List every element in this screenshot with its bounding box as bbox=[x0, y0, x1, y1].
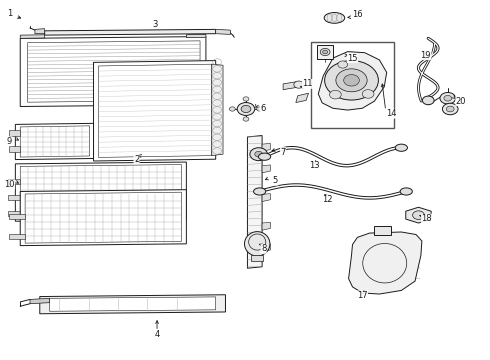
Circle shape bbox=[257, 107, 263, 111]
Polygon shape bbox=[262, 143, 270, 151]
Circle shape bbox=[444, 95, 452, 101]
Circle shape bbox=[243, 117, 249, 121]
Polygon shape bbox=[9, 234, 25, 239]
Circle shape bbox=[338, 61, 347, 68]
Polygon shape bbox=[9, 215, 25, 220]
Polygon shape bbox=[212, 64, 223, 156]
Circle shape bbox=[343, 75, 359, 86]
Ellipse shape bbox=[245, 231, 270, 256]
Bar bbox=[251, 255, 263, 261]
Polygon shape bbox=[262, 165, 270, 173]
Text: 9: 9 bbox=[7, 137, 12, 146]
Polygon shape bbox=[45, 30, 216, 35]
Ellipse shape bbox=[400, 188, 413, 195]
Circle shape bbox=[229, 107, 235, 111]
Text: 10: 10 bbox=[4, 180, 15, 189]
Text: 1: 1 bbox=[7, 9, 12, 18]
Polygon shape bbox=[7, 195, 20, 200]
Polygon shape bbox=[20, 190, 186, 246]
Polygon shape bbox=[20, 126, 90, 157]
Polygon shape bbox=[7, 211, 20, 216]
Polygon shape bbox=[27, 41, 200, 102]
Polygon shape bbox=[9, 130, 20, 136]
Polygon shape bbox=[296, 93, 309, 103]
Text: 20: 20 bbox=[456, 96, 466, 105]
Circle shape bbox=[241, 105, 251, 113]
Circle shape bbox=[440, 93, 456, 104]
Polygon shape bbox=[15, 162, 186, 221]
Polygon shape bbox=[7, 179, 20, 184]
Circle shape bbox=[446, 106, 454, 112]
Polygon shape bbox=[186, 35, 206, 38]
Circle shape bbox=[323, 50, 328, 54]
Polygon shape bbox=[30, 298, 49, 304]
Text: 5: 5 bbox=[272, 176, 278, 185]
Polygon shape bbox=[262, 194, 270, 202]
Polygon shape bbox=[9, 146, 20, 152]
Ellipse shape bbox=[253, 188, 266, 195]
Text: 16: 16 bbox=[352, 10, 363, 19]
Polygon shape bbox=[98, 64, 212, 157]
Bar bbox=[374, 226, 391, 234]
Polygon shape bbox=[262, 222, 270, 230]
Polygon shape bbox=[20, 37, 206, 107]
Polygon shape bbox=[216, 30, 230, 35]
Text: 2: 2 bbox=[134, 155, 139, 164]
Circle shape bbox=[320, 48, 330, 55]
Text: 12: 12 bbox=[322, 195, 332, 204]
Polygon shape bbox=[15, 123, 94, 159]
Circle shape bbox=[336, 69, 367, 92]
Polygon shape bbox=[40, 295, 225, 314]
Polygon shape bbox=[35, 29, 45, 34]
Circle shape bbox=[294, 81, 304, 88]
Circle shape bbox=[442, 103, 458, 115]
Polygon shape bbox=[247, 135, 262, 268]
Polygon shape bbox=[20, 165, 181, 219]
Text: 13: 13 bbox=[309, 161, 319, 170]
Polygon shape bbox=[348, 232, 422, 294]
Circle shape bbox=[237, 103, 255, 116]
Text: 6: 6 bbox=[260, 104, 265, 113]
Ellipse shape bbox=[324, 13, 344, 23]
Polygon shape bbox=[283, 82, 296, 90]
Polygon shape bbox=[406, 207, 431, 223]
Polygon shape bbox=[49, 297, 216, 311]
Text: 14: 14 bbox=[386, 109, 397, 118]
Text: 15: 15 bbox=[347, 54, 358, 63]
Polygon shape bbox=[94, 60, 216, 161]
Text: 19: 19 bbox=[420, 51, 431, 60]
Circle shape bbox=[243, 97, 249, 101]
Circle shape bbox=[422, 96, 434, 105]
Polygon shape bbox=[318, 51, 387, 110]
Text: 3: 3 bbox=[152, 19, 157, 28]
Circle shape bbox=[250, 148, 268, 161]
Polygon shape bbox=[262, 244, 270, 252]
Circle shape bbox=[413, 211, 424, 220]
Polygon shape bbox=[20, 35, 45, 39]
Bar bbox=[318, 45, 333, 59]
Polygon shape bbox=[25, 192, 181, 243]
Circle shape bbox=[325, 60, 378, 100]
Circle shape bbox=[362, 90, 374, 98]
Ellipse shape bbox=[395, 144, 408, 151]
Text: 11: 11 bbox=[302, 80, 313, 89]
Text: 17: 17 bbox=[357, 291, 368, 300]
Text: 8: 8 bbox=[261, 244, 266, 253]
Circle shape bbox=[255, 151, 263, 157]
Ellipse shape bbox=[258, 153, 270, 160]
Text: 4: 4 bbox=[154, 330, 160, 339]
Text: 7: 7 bbox=[280, 148, 286, 157]
Text: 18: 18 bbox=[421, 214, 432, 223]
Circle shape bbox=[330, 90, 341, 99]
